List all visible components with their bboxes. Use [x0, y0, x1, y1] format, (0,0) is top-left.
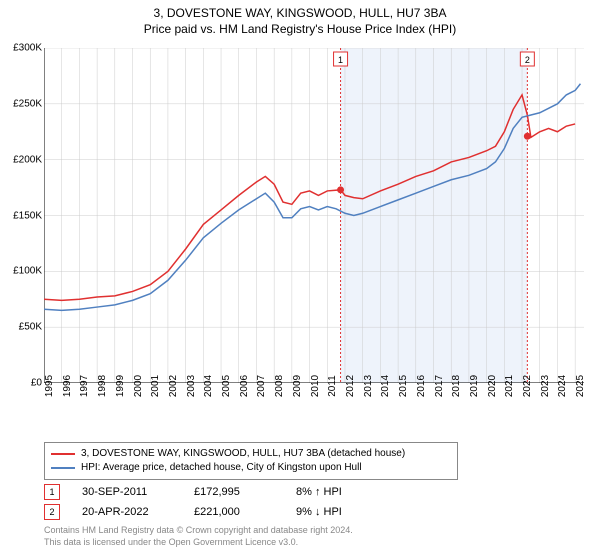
x-tick-label: 2022 — [522, 375, 533, 397]
y-tick-label: £250K — [2, 98, 42, 109]
y-tick-label: £0 — [2, 378, 42, 389]
x-tick-label: 2005 — [221, 375, 232, 397]
footer: Contains HM Land Registry data © Crown c… — [44, 524, 353, 548]
x-tick-label: 1995 — [44, 375, 55, 397]
footer-line-1: Contains HM Land Registry data © Crown c… — [44, 524, 353, 536]
price-delta-2: 9% ↓ HPI — [296, 506, 342, 518]
price-value-2: £221,000 — [194, 506, 274, 518]
price-delta-1: 8% ↑ HPI — [296, 486, 342, 498]
price-row-2: 2 20-APR-2022 £221,000 9% ↓ HPI — [44, 502, 342, 522]
x-tick-label: 2020 — [487, 375, 498, 397]
x-tick-label: 2001 — [150, 375, 161, 397]
x-tick-label: 2009 — [292, 375, 303, 397]
x-tick-label: 2008 — [274, 375, 285, 397]
x-tick-label: 2019 — [469, 375, 480, 397]
x-tick-label: 2011 — [327, 375, 338, 397]
x-tick-label: 2012 — [345, 375, 356, 397]
x-tick-label: 2002 — [168, 375, 179, 397]
marker-box-1: 1 — [44, 484, 60, 500]
x-tick-label: 2024 — [557, 375, 568, 397]
title-line-1: 3, DOVESTONE WAY, KINGSWOOD, HULL, HU7 3… — [0, 6, 600, 20]
title-block: 3, DOVESTONE WAY, KINGSWOOD, HULL, HU7 3… — [0, 0, 600, 36]
marker-box-2: 2 — [44, 504, 60, 520]
title-line-2: Price paid vs. HM Land Registry's House … — [0, 22, 600, 36]
y-tick-label: £100K — [2, 266, 42, 277]
svg-text:2: 2 — [525, 55, 530, 65]
price-date-1: 30-SEP-2011 — [82, 486, 172, 498]
price-date-2: 20-APR-2022 — [82, 506, 172, 518]
legend-item-2: HPI: Average price, detached house, City… — [51, 461, 451, 475]
x-tick-label: 2014 — [380, 375, 391, 397]
x-tick-label: 2017 — [434, 375, 445, 397]
price-value-1: £172,995 — [194, 486, 274, 498]
y-tick-label: £200K — [2, 154, 42, 165]
legend-item-1: 3, DOVESTONE WAY, KINGSWOOD, HULL, HU7 3… — [51, 447, 451, 461]
x-tick-label: 2007 — [256, 375, 267, 397]
y-tick-label: £150K — [2, 210, 42, 221]
x-tick-label: 2003 — [186, 375, 197, 397]
legend-label-2: HPI: Average price, detached house, City… — [81, 461, 362, 475]
svg-text:1: 1 — [338, 55, 343, 65]
y-tick-label: £50K — [2, 322, 42, 333]
chart-container: 3, DOVESTONE WAY, KINGSWOOD, HULL, HU7 3… — [0, 0, 600, 560]
marker-id-2: 2 — [49, 507, 54, 517]
y-tick-label: £300K — [2, 43, 42, 54]
x-tick-label: 2023 — [540, 375, 551, 397]
chart-svg: 12 — [44, 48, 584, 383]
x-tick-label: 2010 — [310, 375, 321, 397]
legend-label-1: 3, DOVESTONE WAY, KINGSWOOD, HULL, HU7 3… — [81, 447, 405, 461]
x-tick-label: 2013 — [363, 375, 374, 397]
x-tick-label: 2016 — [416, 375, 427, 397]
x-tick-label: 2004 — [203, 375, 214, 397]
x-tick-label: 2000 — [133, 375, 144, 397]
x-tick-label: 2021 — [504, 375, 515, 397]
footer-line-2: This data is licensed under the Open Gov… — [44, 536, 353, 548]
x-tick-label: 1997 — [79, 375, 90, 397]
legend-swatch-2 — [51, 467, 75, 469]
price-row-1: 1 30-SEP-2011 £172,995 8% ↑ HPI — [44, 482, 342, 502]
price-points: 1 30-SEP-2011 £172,995 8% ↑ HPI 2 20-APR… — [44, 482, 342, 522]
legend-box: 3, DOVESTONE WAY, KINGSWOOD, HULL, HU7 3… — [44, 442, 458, 480]
x-tick-label: 1999 — [115, 375, 126, 397]
x-tick-label: 1996 — [62, 375, 73, 397]
x-tick-label: 2018 — [451, 375, 462, 397]
x-tick-label: 2015 — [398, 375, 409, 397]
x-tick-label: 2025 — [575, 375, 586, 397]
marker-id-1: 1 — [49, 487, 54, 497]
legend-swatch-1 — [51, 453, 75, 455]
x-tick-label: 1998 — [97, 375, 108, 397]
x-tick-label: 2006 — [239, 375, 250, 397]
